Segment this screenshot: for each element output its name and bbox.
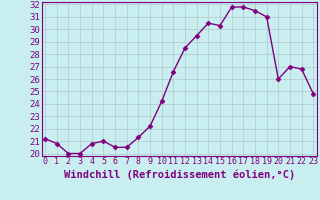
X-axis label: Windchill (Refroidissement éolien,°C): Windchill (Refroidissement éolien,°C) xyxy=(64,169,295,180)
